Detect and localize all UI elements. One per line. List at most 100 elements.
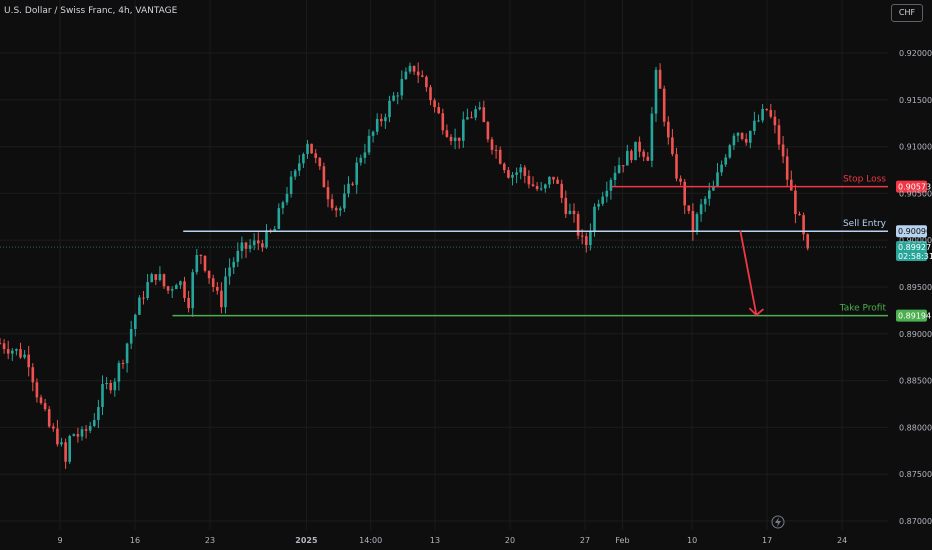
price-levels[interactable]: Stop Loss 0.90573 Sell Entry 0.90096 Take Pr… (0, 175, 932, 322)
candle-body (503, 163, 506, 171)
candle-body (220, 290, 223, 308)
candle-body (539, 188, 543, 190)
candle-body (634, 141, 637, 161)
candle-body (138, 297, 141, 315)
candle-body (466, 117, 469, 120)
candle-body (64, 442, 67, 462)
candle-body (802, 215, 805, 235)
candle-body (507, 170, 510, 178)
currency-button[interactable]: CHF (891, 4, 923, 22)
candle-body (146, 282, 149, 298)
lightning-icon[interactable] (771, 515, 785, 529)
candle-body (716, 172, 719, 187)
candle-body (318, 157, 322, 167)
candle-body (125, 343, 129, 364)
candle-body (535, 186, 539, 190)
target-arrow[interactable] (739, 230, 758, 316)
candle-body (244, 242, 248, 249)
candle-body (0, 343, 2, 345)
candle-body (252, 240, 256, 246)
candle-body (236, 250, 240, 262)
candle-body (585, 236, 588, 246)
candle-body (80, 429, 84, 437)
candle-body (675, 154, 678, 179)
candle-body (761, 108, 764, 121)
candle-body (785, 156, 789, 180)
x-tick-label: 27 (580, 536, 590, 545)
take-profit-label: Take Profit (839, 304, 887, 314)
candle-body (552, 176, 555, 180)
candle-body (527, 175, 531, 185)
candle-body (601, 196, 605, 204)
candle-body (695, 214, 699, 232)
x-tick-label: 14:00 (359, 536, 382, 545)
stop-loss-price-text: 0.90573 (898, 183, 931, 192)
candle-body (166, 286, 170, 291)
candle-body (392, 95, 395, 101)
candle-body (322, 166, 326, 188)
candle-body (568, 210, 572, 214)
candle-body (363, 152, 367, 158)
candle-body (23, 354, 26, 358)
candle-body (60, 442, 63, 445)
candle-body (646, 156, 650, 161)
candle-body (609, 179, 613, 191)
candle-body (334, 207, 338, 211)
x-tick-label: 17 (762, 536, 772, 545)
candle-body (101, 384, 104, 408)
candle-body (216, 286, 219, 291)
candle-body (43, 403, 47, 410)
y-axis[interactable]: 0.92000 0.91500 0.91000 0.90500 0.90000 0.895… (899, 49, 932, 526)
candle-body (433, 100, 436, 108)
candle-body (240, 242, 244, 251)
candle-body (117, 363, 121, 382)
candle-body (765, 108, 769, 110)
sell-entry-price-text: 0.90096 (898, 227, 931, 236)
candle-body (613, 172, 617, 180)
candle-body (2, 343, 6, 350)
candle-body (175, 285, 178, 290)
candle-body (11, 350, 14, 354)
candle-body (728, 145, 732, 158)
candle-body (93, 420, 96, 427)
candle-body (753, 120, 756, 132)
candle-body (15, 349, 18, 351)
candle-body (462, 119, 465, 141)
candle-body (6, 349, 10, 354)
candle-body (650, 113, 654, 161)
candle-body (191, 272, 195, 309)
candle-body (113, 381, 117, 391)
y-tick-label: 0.91500 (899, 96, 932, 105)
candle-body (712, 186, 715, 191)
candle-body (195, 254, 199, 273)
candle-body (416, 71, 420, 76)
sell-entry-price-tag (896, 225, 927, 238)
candle-body (605, 190, 609, 197)
candle-body (375, 118, 379, 132)
candle-body (72, 434, 76, 436)
candle-body (490, 139, 494, 150)
candle-body (671, 137, 674, 155)
candle-body (740, 132, 744, 139)
candle-body (199, 254, 203, 256)
y-tick-label: 0.90000 (899, 236, 932, 245)
candle-body (732, 135, 736, 146)
candle-body (273, 228, 277, 232)
candle-body (720, 164, 723, 173)
candle-body (790, 179, 793, 191)
candle-body (482, 107, 486, 123)
candle-body (544, 184, 547, 189)
candle-body (154, 274, 158, 281)
candle-body (31, 367, 35, 383)
candle-body (519, 167, 523, 173)
x-axis[interactable]: 9 16 23 2025 14:00 13 20 27 Feb 10 17 24 (57, 536, 847, 545)
candle-body (486, 122, 490, 140)
candle-body (326, 187, 330, 200)
candle-body (97, 407, 100, 421)
candle-body (142, 297, 145, 299)
candle-body (654, 69, 658, 114)
candle-body (261, 243, 264, 248)
candle-body (52, 426, 55, 429)
candle-body (330, 199, 334, 208)
